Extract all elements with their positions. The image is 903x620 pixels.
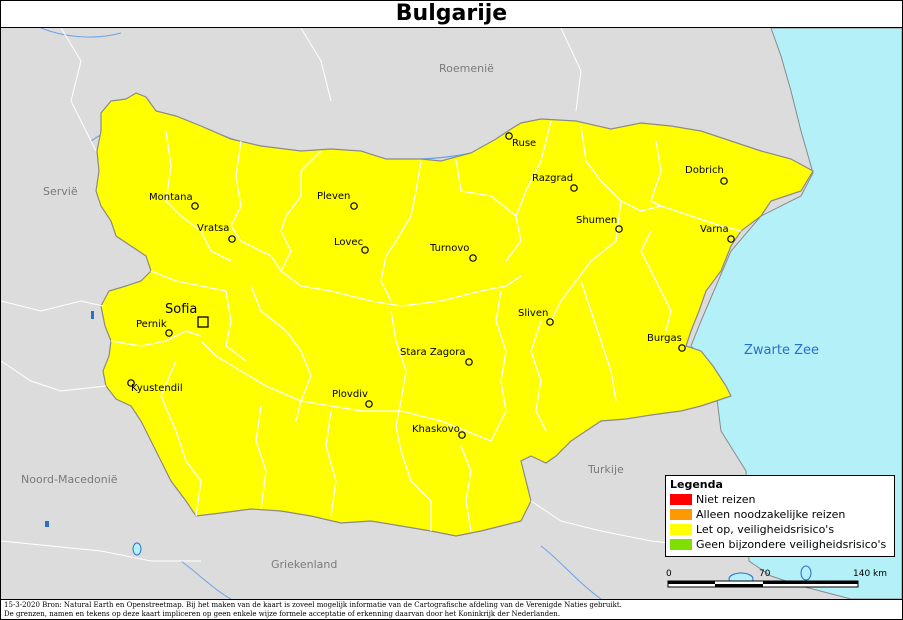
legend-swatch	[670, 539, 692, 550]
city-marker-varna	[727, 235, 735, 243]
city-label: Vratsa	[197, 223, 230, 234]
legend-swatch	[670, 524, 692, 535]
city-marker-shumen	[615, 225, 623, 233]
city-marker-plovdiv	[365, 400, 373, 408]
city-label: Burgas	[647, 333, 682, 344]
neighbor-label-romania: Roemenië	[439, 62, 494, 75]
city-label: Plovdiv	[332, 389, 368, 400]
footer-source: 15-3-2020 Bron: Natural Earth en Openstr…	[4, 601, 622, 609]
city-label: Kyustendil	[131, 383, 183, 394]
bulgaria-country	[95, 92, 814, 537]
city-marker-pernik	[165, 329, 173, 337]
city-label: Turnovo	[430, 243, 470, 254]
legend-label: Let op, veiligheidsrisico's	[696, 523, 835, 536]
legend: Legenda Niet reizen Alleen noodzakelijke…	[665, 475, 895, 557]
city-label: Sliven	[518, 308, 549, 319]
city-label: Razgrad	[532, 173, 574, 184]
scale-bar: 0 70 140 km	[665, 569, 895, 593]
province-borders	[110, 120, 742, 532]
river	[540, 545, 602, 599]
city-marker-stara-zagora	[465, 358, 473, 366]
city-marker-pleven	[350, 202, 358, 210]
river	[40, 28, 122, 38]
title-bar: Bulgarije	[1, 1, 902, 28]
city-marker-vratsa	[228, 235, 236, 243]
city-marker-turnovo	[469, 254, 477, 262]
map-title: Bulgarije	[395, 1, 508, 26]
capital-marker	[197, 316, 209, 328]
city-label: Ruse	[512, 138, 537, 149]
city-label: Pernik	[136, 319, 167, 330]
city-marker-ruse	[505, 132, 513, 140]
sea-label: Zwarte Zee	[744, 343, 819, 358]
city-marker-sliven	[546, 318, 554, 326]
lake	[45, 521, 49, 527]
legend-swatch	[670, 494, 692, 505]
scale-graphic	[667, 580, 859, 588]
city-label: Montana	[149, 192, 193, 203]
scale-label: 0	[666, 569, 672, 579]
river	[180, 560, 232, 599]
map-canvas	[1, 28, 902, 599]
city-label: Varna	[700, 224, 729, 235]
neighbor-label-greece: Griekenland	[271, 558, 338, 571]
city-label: Khaskovo	[412, 424, 460, 435]
legend-label: Alleen noodzakelijke reizen	[696, 508, 846, 521]
city-markers	[127, 132, 735, 439]
legend-label: Geen bijzondere veiligheidsrisico's	[696, 538, 887, 551]
capital-label: Sofia	[165, 302, 198, 317]
city-marker-dobrich	[720, 177, 728, 185]
city-marker-montana	[191, 202, 199, 210]
neighbor-label-north-macedonia: Noord-Macedonië	[21, 473, 118, 486]
city-label: Lovec	[334, 237, 364, 248]
legend-label: Niet reizen	[696, 493, 756, 506]
neighbor-label-turkey: Turkije	[588, 463, 624, 476]
city-marker-kyustendil	[127, 379, 135, 387]
city-marker-razgrad	[570, 184, 578, 192]
city-label: Shumen	[576, 215, 618, 226]
city-label: Pleven	[317, 191, 351, 202]
lake	[91, 311, 94, 319]
city-marker-burgas	[678, 344, 686, 352]
legend-swatch	[670, 509, 692, 520]
scale-label: 70	[759, 569, 771, 579]
neighbor-label-serbia: Servië	[43, 185, 78, 198]
scale-label: 140 km	[853, 569, 888, 579]
footer: 15-3-2020 Bron: Natural Earth en Openstr…	[1, 599, 902, 619]
neighbor-borders	[1, 28, 702, 562]
footer-disclaimer: De grenzen, namen en tekens op deze kaar…	[4, 610, 561, 618]
legend-title: Legenda	[670, 478, 723, 491]
city-marker-lovec	[361, 246, 369, 254]
city-label: Stara Zagora	[400, 347, 466, 358]
lake	[800, 565, 812, 581]
city-marker-khaskovo	[458, 431, 466, 439]
lake	[132, 542, 142, 556]
city-label: Dobrich	[685, 165, 724, 176]
